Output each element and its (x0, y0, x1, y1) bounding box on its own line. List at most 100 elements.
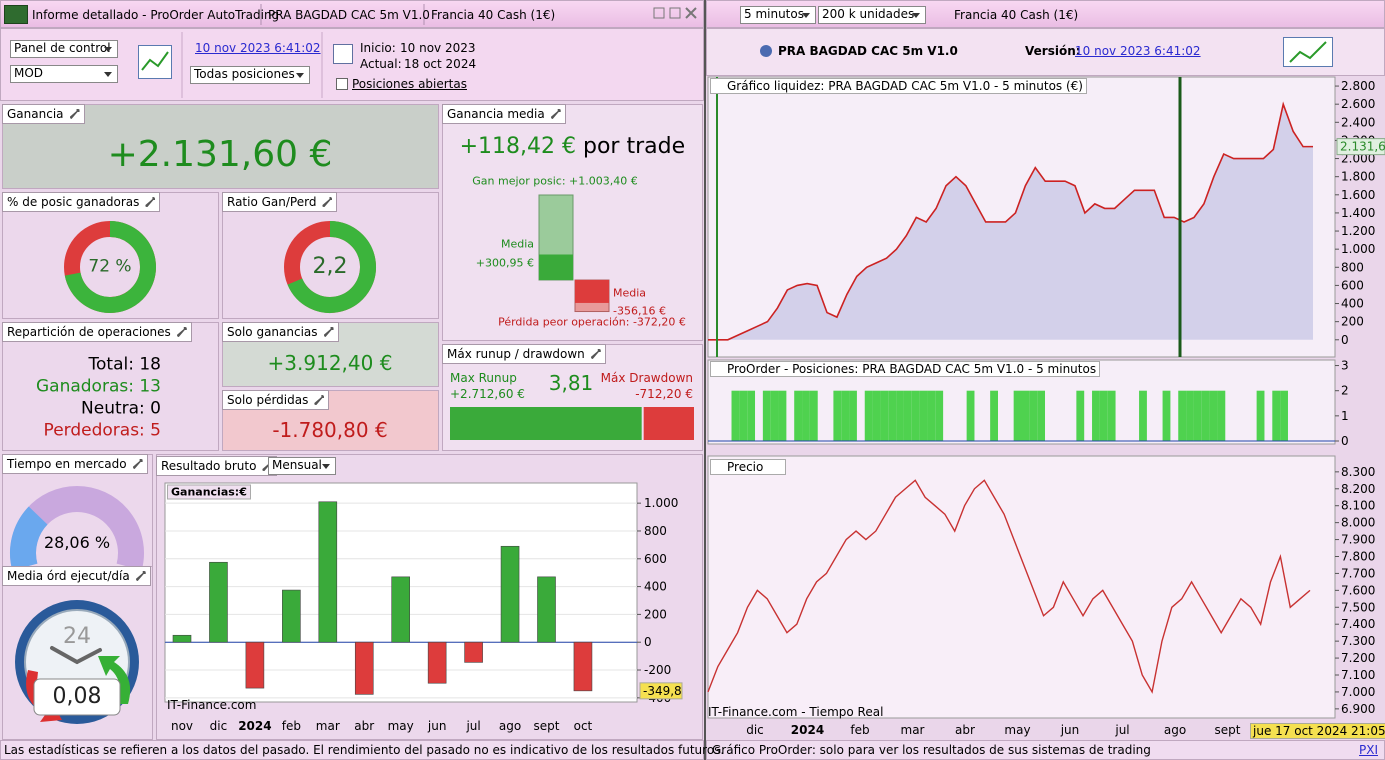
date-link[interactable]: 10 nov 2023 6:41:02 (195, 41, 321, 55)
position-bar (833, 390, 842, 441)
breakdown-line: Neutra: 0 (81, 398, 161, 419)
maximize-button[interactable] (669, 7, 681, 19)
clock-number: 24 (63, 624, 91, 649)
checkbox[interactable] (336, 78, 348, 90)
panel-header[interactable]: % de posic ganadoras (2, 192, 161, 212)
chart-title: ProOrder - Posiciones: PRA BAGDAD CAC 5m… (710, 361, 1101, 377)
panel-header[interactable]: Solo ganancias (222, 322, 339, 342)
y-tick-label: 400 (644, 580, 667, 594)
panel-header[interactable]: Ganancia media (442, 104, 566, 124)
position-bar (1178, 390, 1187, 441)
version-link[interactable]: 10 nov 2023 6:41:02 (1075, 44, 1201, 58)
position-bar (1186, 390, 1194, 441)
panel-header[interactable]: Ratio Gan/Perd (222, 192, 338, 212)
position-bar (1013, 390, 1022, 441)
panel-header[interactable]: Repartición de operaciones (2, 322, 192, 342)
panel-header[interactable]: Resultado bruto (156, 456, 278, 476)
chart-title: Precio (710, 459, 787, 475)
y-tick-label: -200 (644, 663, 671, 677)
panel-header[interactable]: Solo pérdidas (222, 390, 330, 410)
x-tick-label: 2024 (238, 719, 271, 733)
y-tick-label: 7.900 (1341, 533, 1375, 547)
position-bar (935, 390, 944, 441)
y-tick-label: 0 (1341, 434, 1349, 448)
last-value-box (1336, 138, 1385, 156)
dropdown[interactable]: Panel de control (10, 40, 118, 58)
position-bar (731, 390, 740, 441)
bar (354, 641, 374, 695)
position-bar (778, 390, 787, 441)
right-header (706, 28, 1385, 76)
close-button[interactable] (685, 7, 697, 19)
breakdown-line: Perdedoras: 5 (43, 420, 161, 441)
position-bar (903, 390, 912, 441)
left-titlebar (0, 0, 704, 28)
y-tick-label: 7.500 (1341, 600, 1375, 614)
dropdown[interactable]: 5 minutos (740, 6, 816, 24)
label: 10 nov 2023 (400, 41, 476, 55)
drawdown-value: -712,20 € (635, 387, 693, 401)
y-tick-label: 7.600 (1341, 583, 1375, 597)
position-bar (896, 390, 904, 441)
x-tick-label: mar (901, 723, 925, 737)
y-tick-label: 400 (1341, 297, 1364, 311)
position-bar (880, 390, 889, 441)
ratio-value: 2,2 (312, 254, 348, 279)
losses-value: -1.780,80 € (272, 418, 388, 442)
y-tick-label: 6.900 (1341, 702, 1375, 716)
panel-header[interactable]: Máx runup / drawdown (442, 344, 606, 364)
version-label: Versión: (1025, 44, 1081, 58)
mean-gain-value: +300,95 € (475, 256, 534, 270)
dropdown[interactable]: Mensual (268, 457, 336, 475)
last-value-box (639, 682, 683, 700)
demo-icon (4, 5, 28, 24)
code-link[interactable]: PXI (1359, 743, 1378, 757)
position-bar (794, 390, 803, 441)
y-tick-label: 1.000 (644, 496, 678, 510)
bar (318, 501, 338, 643)
orders-value: 0,08 (52, 684, 102, 709)
y-tick-label: 0 (644, 635, 652, 649)
y-tick-label: 7.100 (1341, 668, 1375, 682)
donut-segment (287, 221, 376, 313)
y-tick-label: 200 (1341, 315, 1364, 329)
position-bar (849, 390, 857, 441)
y-tick-label: 2.600 (1341, 97, 1375, 111)
dropdown[interactable]: 200 k unidades (818, 6, 926, 24)
y-tick-label: 1 (1341, 409, 1349, 423)
position-bar (864, 390, 873, 441)
dropdown[interactable]: MOD (10, 65, 118, 83)
report-graph (1289, 41, 1327, 63)
panel-header[interactable]: Ganancia (2, 104, 85, 124)
y-tick-label: 2.400 (1341, 115, 1375, 129)
panel-header[interactable]: Tiempo en mercado (2, 454, 148, 474)
x-tick-label: sept (1215, 723, 1241, 737)
drawdown-label: Máx Drawdown (600, 371, 693, 385)
dropdown[interactable]: Todas posiciones (190, 66, 310, 84)
y-tick-label: 0 (1341, 333, 1349, 347)
position-bar (1037, 390, 1046, 441)
position-bar (770, 390, 779, 441)
bar (282, 589, 301, 643)
breakdown-line: Total: 18 (88, 354, 161, 375)
y-tick-label: 8.100 (1341, 499, 1375, 513)
axis-title: Ganancias:€ (167, 484, 251, 500)
source: IT-Finance.com (167, 698, 257, 712)
y-tick-label: 7.700 (1341, 566, 1375, 580)
x-tick-label: jul (1114, 723, 1129, 737)
runup-ratio: 3,81 (548, 371, 594, 395)
y-tick-label: 1.600 (1341, 188, 1375, 202)
y-tick-label: 1.200 (1341, 224, 1375, 238)
breakdown-panel (2, 322, 219, 451)
checkbox-label[interactable]: Posiciones abiertas (352, 77, 467, 91)
close-button[interactable] (653, 7, 665, 19)
position-bar (1029, 390, 1038, 441)
x-tick-label: jun (427, 719, 447, 733)
y-tick-label: 7.200 (1341, 651, 1375, 665)
report-icon[interactable] (138, 45, 172, 79)
best-trade: Gan mejor posic: +1.003,40 € (472, 174, 638, 188)
position-bar (1256, 390, 1265, 441)
panel-header[interactable]: Media órd ejecut/día (2, 566, 151, 586)
